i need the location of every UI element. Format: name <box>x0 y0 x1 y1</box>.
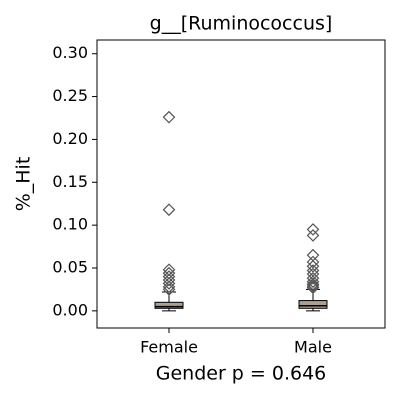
y-axis-label: %_Hit <box>13 157 35 212</box>
outlier <box>162 266 176 280</box>
y-tick-label: 0.00 <box>52 300 88 319</box>
outlier <box>162 277 176 290</box>
x-tick-label: Female <box>140 338 198 357</box>
chart-title: g__[Ruminococcus] <box>150 13 333 35</box>
outlier <box>162 270 176 283</box>
y-tick-label: 0.15 <box>52 172 88 191</box>
outlier <box>162 263 176 277</box>
box <box>298 300 328 309</box>
outlier <box>306 279 320 293</box>
outlier <box>162 283 176 296</box>
outlier <box>306 275 320 289</box>
outlier <box>306 248 320 262</box>
outlier <box>306 255 320 269</box>
x-tick-label: Male <box>294 338 332 357</box>
y-tick-label: 0.05 <box>52 258 88 277</box>
outlier <box>162 273 176 287</box>
plot-frame <box>96 39 386 329</box>
outlier <box>162 280 176 294</box>
box <box>154 301 184 309</box>
outlier <box>306 223 320 236</box>
y-tick-label: 0.25 <box>52 86 88 105</box>
outlier <box>306 267 320 281</box>
y-tick-label: 0.10 <box>52 215 88 234</box>
y-tick-label: 0.20 <box>52 129 88 148</box>
outlier <box>162 203 176 217</box>
x-axis-label: Gender p = 0.646 <box>156 363 327 385</box>
y-tick-label: 0.30 <box>52 43 88 62</box>
outlier <box>306 277 320 291</box>
outlier <box>306 271 320 285</box>
outlier <box>162 110 176 124</box>
outlier <box>306 229 320 242</box>
outlier <box>306 281 320 295</box>
outlier <box>306 259 320 273</box>
